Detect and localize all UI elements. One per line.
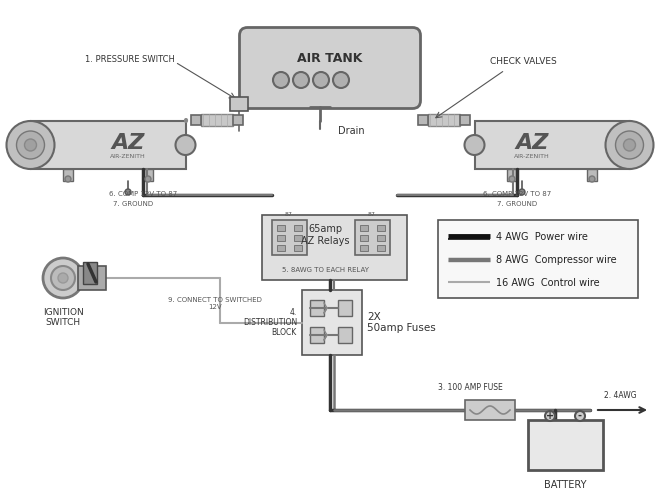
Bar — [83, 262, 97, 284]
Text: 7. GROUND: 7. GROUND — [497, 201, 537, 207]
Bar — [507, 169, 517, 181]
Circle shape — [24, 139, 36, 151]
Text: +: + — [546, 411, 554, 421]
Text: 16 AWG  Control wire: 16 AWG Control wire — [496, 278, 600, 288]
Circle shape — [7, 121, 55, 169]
Bar — [418, 115, 428, 125]
Circle shape — [16, 131, 44, 159]
Bar — [360, 225, 368, 231]
Text: -: - — [578, 411, 582, 421]
Circle shape — [176, 135, 195, 155]
Text: 7. GROUND: 7. GROUND — [113, 201, 153, 207]
Text: 87: 87 — [368, 211, 376, 216]
Text: AIR-ZENITH: AIR-ZENITH — [514, 153, 550, 158]
Bar — [191, 115, 201, 125]
Bar — [294, 225, 302, 231]
Circle shape — [545, 411, 555, 421]
Text: 1. PRESSURE SWITCH: 1. PRESSURE SWITCH — [85, 55, 175, 64]
Text: 4.
DISTRIBUTION
BLOCK: 4. DISTRIBUTION BLOCK — [243, 307, 297, 338]
Text: 2. 4AWG: 2. 4AWG — [604, 391, 636, 400]
Bar — [232, 115, 242, 125]
Text: 3. 100 AMP FUSE: 3. 100 AMP FUSE — [438, 383, 502, 392]
Circle shape — [43, 258, 83, 298]
Bar — [63, 169, 73, 181]
Circle shape — [125, 189, 131, 195]
Text: Drain: Drain — [338, 126, 364, 136]
Circle shape — [519, 189, 525, 195]
Text: 5. 8AWG TO EACH RELAY: 5. 8AWG TO EACH RELAY — [282, 267, 368, 273]
Bar — [377, 245, 385, 251]
Text: 6. COMP 12V TO 87: 6. COMP 12V TO 87 — [483, 191, 551, 197]
Circle shape — [65, 176, 71, 182]
Bar — [294, 245, 302, 251]
Text: 4 AWG  Power wire: 4 AWG Power wire — [496, 232, 588, 242]
Bar — [465, 400, 515, 420]
Bar — [360, 245, 368, 251]
Bar — [587, 169, 597, 181]
Bar — [277, 235, 285, 241]
Text: IGNITION
SWITCH: IGNITION SWITCH — [43, 308, 83, 327]
Text: 9. CONNECT TO SWITCHED
12V: 9. CONNECT TO SWITCHED 12V — [168, 297, 262, 310]
Circle shape — [333, 72, 349, 88]
Bar — [338, 327, 352, 343]
Bar — [438, 220, 638, 298]
Bar — [277, 225, 285, 231]
Bar — [230, 97, 248, 110]
Bar — [459, 115, 469, 125]
Bar — [277, 245, 285, 251]
Circle shape — [273, 72, 289, 88]
Bar — [377, 225, 385, 231]
Text: AZ: AZ — [515, 133, 548, 153]
Bar — [201, 114, 232, 126]
Circle shape — [58, 273, 68, 283]
Circle shape — [624, 139, 636, 151]
Text: AIR-ZENITH: AIR-ZENITH — [110, 153, 146, 158]
Bar — [294, 235, 302, 241]
Bar — [475, 121, 630, 169]
Text: BATTERY: BATTERY — [544, 480, 586, 490]
Circle shape — [575, 411, 585, 421]
Circle shape — [465, 135, 484, 155]
Circle shape — [589, 176, 595, 182]
Bar — [78, 266, 106, 290]
Circle shape — [145, 176, 151, 182]
Bar — [262, 215, 407, 280]
Text: CHECK VALVES: CHECK VALVES — [490, 57, 557, 66]
Bar — [310, 300, 324, 316]
Text: 2X
50amp Fuses: 2X 50amp Fuses — [367, 312, 436, 333]
Text: AZ: AZ — [112, 133, 145, 153]
Text: AIR TANK: AIR TANK — [297, 51, 363, 64]
Bar — [302, 290, 362, 355]
Bar — [377, 235, 385, 241]
Bar — [143, 169, 153, 181]
Circle shape — [51, 266, 75, 290]
Text: 6. COMP 12V TO 87: 6. COMP 12V TO 87 — [109, 191, 177, 197]
Text: 8 AWG  Compressor wire: 8 AWG Compressor wire — [496, 255, 616, 265]
Bar — [527, 420, 603, 470]
Bar — [272, 220, 307, 255]
Circle shape — [509, 176, 515, 182]
Bar — [360, 235, 368, 241]
Circle shape — [313, 72, 329, 88]
Circle shape — [293, 72, 309, 88]
Bar — [428, 114, 459, 126]
Text: 65amp
AZ Relays: 65amp AZ Relays — [301, 224, 349, 246]
Bar — [355, 220, 390, 255]
Circle shape — [605, 121, 653, 169]
FancyBboxPatch shape — [240, 28, 420, 108]
Bar — [310, 327, 324, 343]
Circle shape — [616, 131, 644, 159]
Text: 87: 87 — [285, 211, 293, 216]
Bar — [338, 300, 352, 316]
Bar — [30, 121, 185, 169]
